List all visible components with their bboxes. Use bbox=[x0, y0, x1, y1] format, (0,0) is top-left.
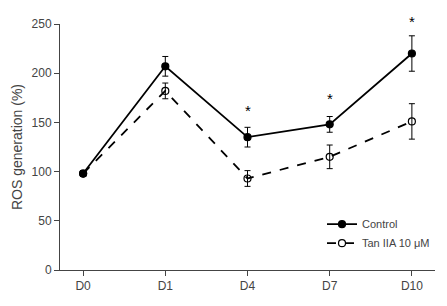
svg-text:ROS generation (%): ROS generation (%) bbox=[9, 84, 25, 210]
svg-text:D7: D7 bbox=[322, 279, 338, 293]
svg-text:200: 200 bbox=[32, 66, 52, 80]
svg-text:D0: D0 bbox=[75, 279, 91, 293]
svg-text:Control: Control bbox=[362, 218, 397, 230]
svg-text:0: 0 bbox=[45, 263, 52, 277]
svg-text:D10: D10 bbox=[401, 279, 423, 293]
svg-text:250: 250 bbox=[32, 17, 52, 31]
svg-text:50: 50 bbox=[38, 214, 52, 228]
svg-text:D4: D4 bbox=[240, 279, 256, 293]
svg-text:*: * bbox=[409, 13, 415, 30]
svg-text:150: 150 bbox=[32, 116, 52, 130]
svg-text:D1: D1 bbox=[158, 279, 174, 293]
svg-text:100: 100 bbox=[32, 165, 52, 179]
svg-text:*: * bbox=[245, 102, 251, 119]
svg-text:Tan IIA 10 μM: Tan IIA 10 μM bbox=[362, 237, 429, 249]
svg-text:*: * bbox=[327, 90, 333, 107]
